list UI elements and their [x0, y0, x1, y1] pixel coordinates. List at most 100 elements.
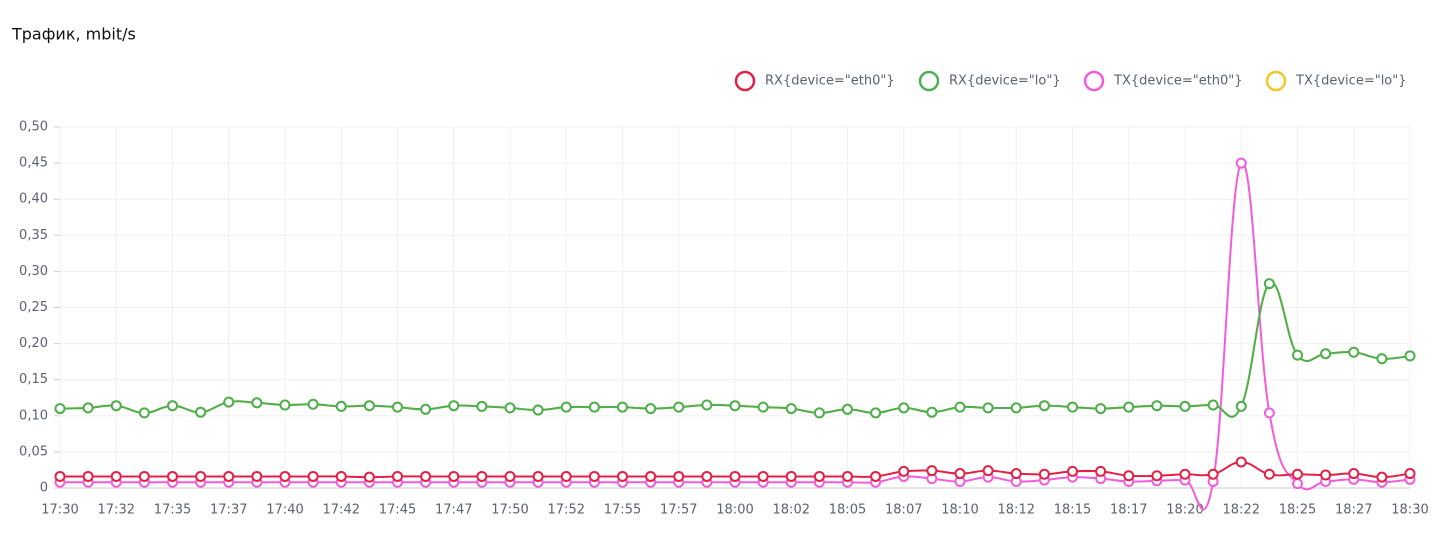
- y-tick-label: 0,20: [19, 336, 48, 351]
- x-tick-label: 18:07: [885, 503, 922, 518]
- data-point: [729, 470, 741, 482]
- legend-marker[interactable]: [1265, 70, 1287, 92]
- data-point: [729, 400, 741, 412]
- x-tick-label: 18:12: [998, 503, 1035, 518]
- data-point: [1067, 401, 1078, 413]
- data-point: [560, 470, 572, 482]
- legend-label[interactable]: RX{device="lo"}: [949, 74, 1061, 89]
- data-point: [757, 470, 769, 482]
- data-point: [363, 400, 375, 412]
- data-point: [504, 402, 516, 414]
- data-point: [842, 470, 853, 482]
- x-tick-label: 18:25: [1279, 503, 1316, 518]
- data-point: [1123, 401, 1135, 413]
- data-point: [1320, 348, 1332, 360]
- data-point: [138, 407, 150, 419]
- x-tick-label: 18:15: [1054, 503, 1091, 518]
- data-point: [1263, 407, 1275, 419]
- data-point: [954, 401, 966, 413]
- data-point: [1292, 478, 1303, 490]
- x-tick-label: 17:32: [98, 503, 135, 518]
- data-point: [279, 470, 291, 482]
- y-tick-label: 0,05: [19, 444, 48, 459]
- data-point: [251, 470, 263, 482]
- data-point: [701, 399, 713, 411]
- data-point: [785, 470, 797, 482]
- data-point: [448, 470, 460, 482]
- data-point: [588, 401, 600, 413]
- data-point: [110, 400, 122, 412]
- data-point: [1320, 469, 1332, 481]
- y-tick-label: 0,50: [19, 120, 48, 135]
- x-tick-label: 17:47: [435, 503, 472, 518]
- data-point: [1151, 470, 1163, 482]
- data-point: [476, 400, 488, 412]
- data-point: [1235, 400, 1247, 412]
- data-point: [1348, 468, 1360, 480]
- data-point: [926, 465, 938, 477]
- x-tick-label: 17:50: [491, 503, 528, 518]
- x-tick-label: 17:52: [548, 503, 585, 518]
- data-point: [420, 470, 432, 482]
- x-tick-label: 18:05: [829, 503, 866, 518]
- data-point: [448, 400, 460, 412]
- data-point: [926, 406, 938, 418]
- y-tick-label: 0,45: [19, 156, 48, 171]
- legend-label[interactable]: TX{device="lo"}: [1295, 74, 1407, 89]
- x-tick-label: 17:45: [379, 503, 416, 518]
- data-point: [1095, 403, 1107, 415]
- data-point: [1179, 400, 1191, 412]
- x-tick-label: 17:55: [604, 503, 641, 518]
- legend-label[interactable]: RX{device="eth0"}: [765, 74, 895, 89]
- y-tick-label: 0,35: [19, 228, 48, 243]
- data-point: [532, 470, 544, 482]
- data-point: [1348, 346, 1360, 358]
- series-line: [60, 161, 1411, 511]
- data-point: [504, 470, 516, 482]
- data-point: [1010, 402, 1022, 414]
- y-tick-label: 0,15: [19, 372, 48, 387]
- data-point: [813, 407, 825, 419]
- data-point: [673, 470, 685, 482]
- data-point: [1038, 468, 1050, 480]
- x-tick-label: 17:40: [266, 503, 303, 518]
- data-point: [1123, 470, 1135, 482]
- data-point: [1235, 157, 1247, 169]
- data-point: [982, 465, 994, 477]
- data-point: [1376, 471, 1388, 483]
- legend-marker[interactable]: [1083, 70, 1105, 92]
- x-tick-label: 18:00: [716, 503, 753, 518]
- data-point: [307, 398, 319, 410]
- data-point: [54, 470, 66, 482]
- data-point: [363, 471, 375, 483]
- data-point: [1263, 278, 1275, 290]
- data-point: [1263, 468, 1275, 480]
- data-point: [195, 406, 207, 418]
- data-point: [617, 470, 628, 482]
- data-point: [335, 470, 347, 482]
- data-point: [870, 470, 882, 482]
- y-tick-label: 0: [40, 481, 48, 496]
- data-point: [1151, 400, 1163, 412]
- data-point: [673, 401, 685, 413]
- data-point: [954, 468, 966, 480]
- x-tick-label: 18:20: [1166, 503, 1203, 518]
- data-point: [1376, 353, 1388, 365]
- data-point: [195, 470, 207, 482]
- x-tick-label: 17:37: [210, 503, 247, 518]
- data-point: [1207, 468, 1219, 480]
- x-tick-label: 18:22: [1223, 503, 1260, 518]
- legend-marker[interactable]: [734, 70, 756, 92]
- data-point: [757, 401, 769, 413]
- data-point: [82, 470, 94, 482]
- legend-label[interactable]: TX{device="eth0"}: [1113, 74, 1243, 89]
- data-point: [223, 470, 235, 482]
- data-point: [392, 401, 403, 413]
- data-point: [532, 404, 544, 416]
- legend-marker[interactable]: [918, 70, 940, 92]
- x-tick-label: 17:42: [323, 503, 360, 518]
- data-point: [307, 470, 319, 482]
- data-point: [842, 403, 853, 415]
- data-point: [476, 470, 488, 482]
